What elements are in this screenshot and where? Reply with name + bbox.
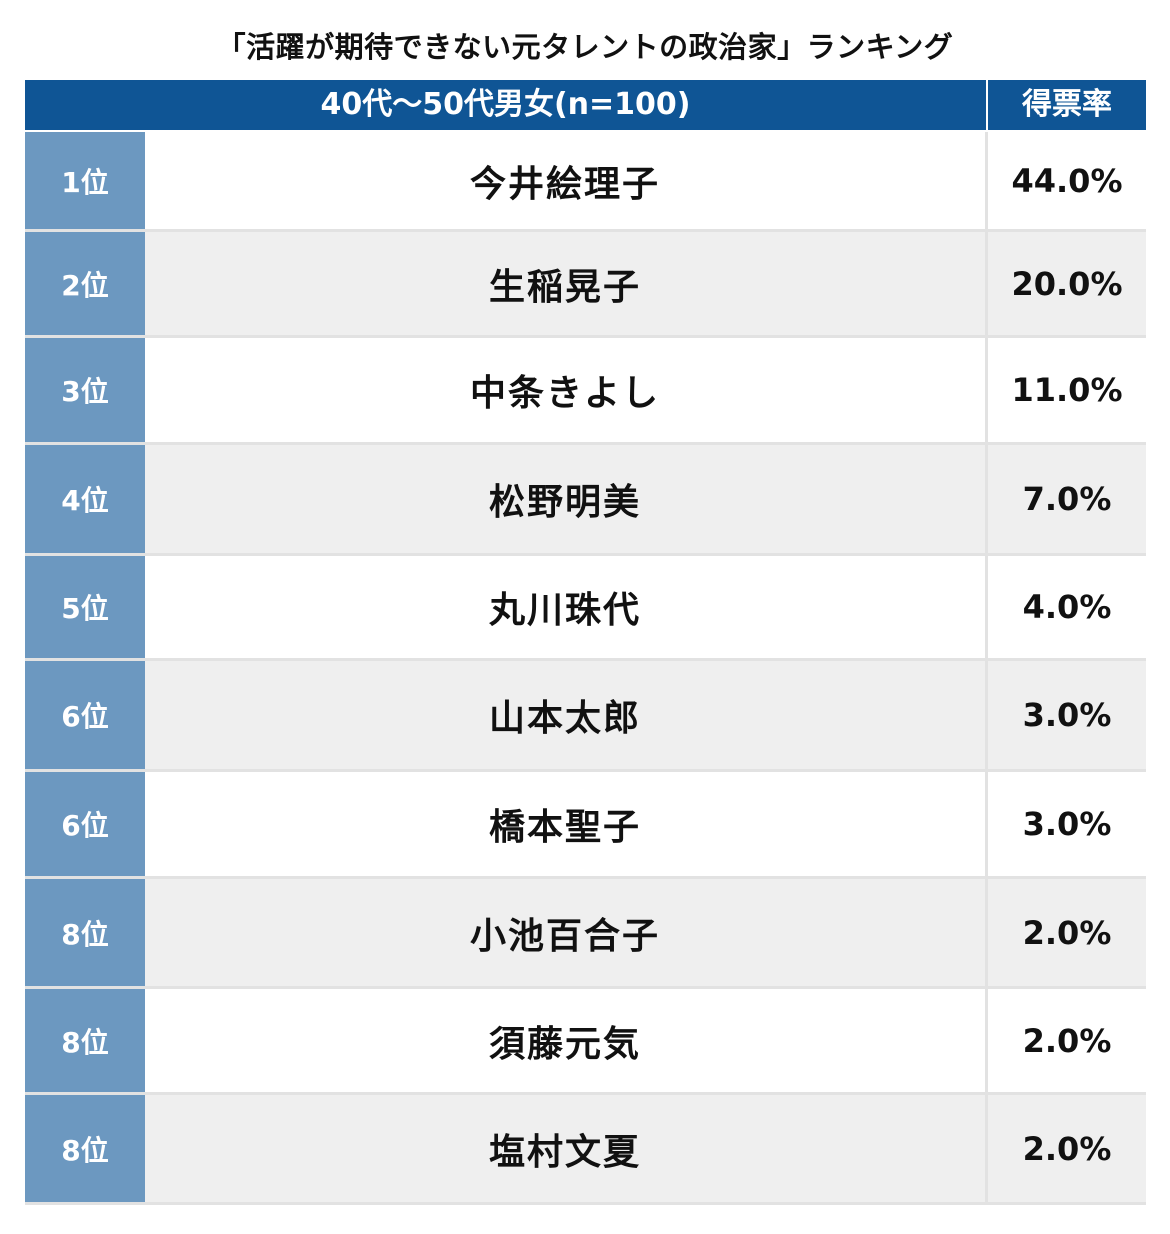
ranking-table: 40代〜50代男女(n=100) 得票率 1位 今井絵理子 44.0% 2位 生稲晃子 2… — [25, 80, 1146, 1205]
rank-cell: 6位 — [25, 661, 145, 769]
politician-name: 山本太郎 — [145, 661, 988, 769]
table-body: 1位 今井絵理子 44.0% 2位 生稲晃子 20.0% 3位 中条きよし 11.0% 4位 松野明… — [25, 132, 1146, 1205]
table-row: 4位 松野明美 7.0% — [25, 445, 1146, 556]
politician-name: 須藤元気 — [145, 989, 988, 1092]
table-row: 2位 生稲晃子 20.0% — [25, 232, 1146, 338]
politician-name: 今井絵理子 — [145, 132, 988, 229]
rank-cell: 4位 — [25, 445, 145, 553]
header-group-label: 40代〜50代男女(n=100) — [25, 80, 988, 130]
page-title: 「活躍が期待できない元タレントの政治家」ランキング — [216, 30, 954, 64]
table-row: 8位 須藤元気 2.0% — [25, 989, 1146, 1095]
rank-cell: 1位 — [25, 132, 145, 229]
vote-rate: 11.0% — [988, 338, 1146, 442]
vote-rate: 2.0% — [988, 989, 1146, 1092]
vote-rate: 3.0% — [988, 772, 1146, 876]
politician-name: 小池百合子 — [145, 879, 988, 986]
politician-name: 橋本聖子 — [145, 772, 988, 876]
rank-cell: 5位 — [25, 556, 145, 658]
rank-cell: 8位 — [25, 879, 145, 986]
vote-rate: 44.0% — [988, 132, 1146, 229]
vote-rate: 7.0% — [988, 445, 1146, 553]
rank-cell: 2位 — [25, 232, 145, 335]
politician-name: 生稲晃子 — [145, 232, 988, 335]
table-header: 40代〜50代男女(n=100) 得票率 — [25, 80, 1146, 130]
table-row: 6位 山本太郎 3.0% — [25, 661, 1146, 772]
table-row: 8位 小池百合子 2.0% — [25, 879, 1146, 989]
rank-cell: 6位 — [25, 772, 145, 876]
vote-rate: 20.0% — [988, 232, 1146, 335]
header-rate-label: 得票率 — [1022, 87, 1112, 122]
rank-cell: 3位 — [25, 338, 145, 442]
table-row: 1位 今井絵理子 44.0% — [25, 132, 1146, 232]
politician-name: 丸川珠代 — [145, 556, 988, 658]
vote-rate: 2.0% — [988, 1095, 1146, 1202]
table-row: 5位 丸川珠代 4.0% — [25, 556, 1146, 661]
table-row: 3位 中条きよし 11.0% — [25, 338, 1146, 445]
politician-name: 松野明美 — [145, 445, 988, 553]
vote-rate: 3.0% — [988, 661, 1146, 769]
rank-cell: 8位 — [25, 1095, 145, 1202]
table-row: 8位 塩村文夏 2.0% — [25, 1095, 1146, 1205]
politician-name: 塩村文夏 — [145, 1095, 988, 1202]
politician-name: 中条きよし — [145, 338, 988, 442]
rank-cell: 8位 — [25, 989, 145, 1092]
vote-rate: 4.0% — [988, 556, 1146, 658]
vote-rate: 2.0% — [988, 879, 1146, 986]
table-row: 6位 橋本聖子 3.0% — [25, 772, 1146, 879]
